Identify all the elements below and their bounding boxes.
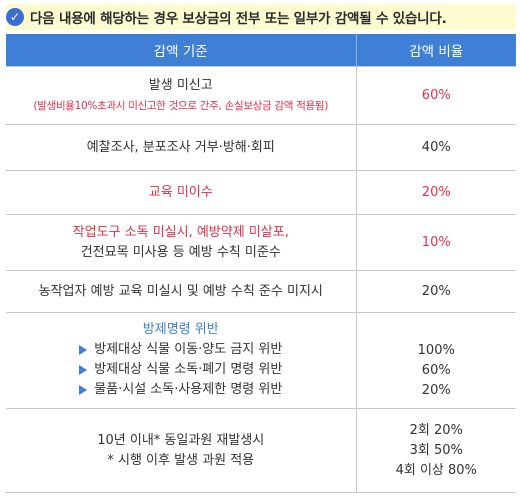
table-row: 방제명령 위반 방제대상 식물 이동·양도 금지 위반 방제대상 식물 소독·폐… xyxy=(6,312,516,409)
list-item: 방제대상 식물 이동·양도 금지 위반 xyxy=(79,340,282,360)
rate-cell: 20% xyxy=(356,270,516,313)
rate-item: 3회 50% xyxy=(409,442,463,458)
criteria-line-2: 건전묘목 미사용 등 예방 수칙 미준수 xyxy=(80,244,281,260)
criteria-cell: 교육 미이수 xyxy=(6,170,357,215)
rate-cell: 40% xyxy=(356,124,516,171)
rate-cell: 20% xyxy=(356,170,516,215)
reduction-table: 감액 기준 감액 비율 발생 미신고 (발생비율10%초과시 미신고한 것으로 … xyxy=(6,34,516,493)
list-item-text: 방제대상 식물 이동·양도 금지 위반 xyxy=(94,341,283,357)
table-row: 예찰조사, 분포조사 거부·방해·회피 40% xyxy=(6,124,516,171)
triangle-bullet-icon xyxy=(79,344,88,355)
rate-item: 20% xyxy=(421,382,451,398)
table-header-row: 감액 기준 감액 비율 xyxy=(6,34,516,67)
notice-banner: ✓ 다음 내용에 해당하는 경우 보상금의 전부 또는 일부가 감액될 수 있습… xyxy=(6,4,516,30)
criteria-cell: 10년 이내* 동일과원 재발생시 * 시행 이후 발생 과원 적용 xyxy=(6,408,357,493)
triangle-bullet-icon xyxy=(79,384,88,395)
header-criteria: 감액 기준 xyxy=(6,34,357,67)
list-item: 물품·시설 소독·사용제한 명령 위반 xyxy=(79,380,282,400)
criteria-cell: 발생 미신고 (발생비율10%초과시 미신고한 것으로 간주, 손실보상금 감액… xyxy=(6,66,357,125)
table-row: 교육 미이수 20% xyxy=(6,170,516,215)
rate-item: 60% xyxy=(421,362,451,378)
criteria-note: (발생비율10%초과시 미신고한 것으로 간주, 손실보상금 감액 적용됨) xyxy=(33,99,329,112)
rate-item: 100% xyxy=(417,342,455,358)
table-row: 10년 이내* 동일과원 재발생시 * 시행 이후 발생 과원 적용 2회 20… xyxy=(6,408,516,493)
triangle-bullet-icon xyxy=(79,364,88,375)
header-rate: 감액 비율 xyxy=(356,34,516,67)
rate-cell: 100% 60% 20% xyxy=(356,312,516,409)
rate-item: 2회 20% xyxy=(409,422,463,438)
rate-item: 4회 이상 80% xyxy=(395,462,477,478)
criteria-cell: 작업도구 소독 미실시, 예방약제 미살포, 건전묘목 미사용 등 예방 수칙 … xyxy=(6,214,357,271)
criteria-cell: 방제명령 위반 방제대상 식물 이동·양도 금지 위반 방제대상 식물 소독·폐… xyxy=(6,312,357,409)
rate-cell: 10% xyxy=(356,214,516,271)
list-item: 방제대상 식물 소독·폐기 명령 위반 xyxy=(79,360,282,380)
table-row: 농작업자 예방 교육 미실시 및 예방 수칙 준수 미지시 20% xyxy=(6,270,516,313)
table-row: 작업도구 소독 미실시, 예방약제 미살포, 건전묘목 미사용 등 예방 수칙 … xyxy=(6,214,516,271)
violation-list: 방제명령 위반 방제대상 식물 이동·양도 금지 위반 방제대상 식물 소독·폐… xyxy=(79,320,282,400)
criteria-line-1: 10년 이내* 동일과원 재발생시 xyxy=(97,432,265,448)
table-row: 발생 미신고 (발생비율10%초과시 미신고한 것으로 간주, 손실보상금 감액… xyxy=(6,66,516,125)
criteria-cell: 농작업자 예방 교육 미실시 및 예방 수칙 준수 미지시 xyxy=(6,270,357,313)
list-item-text: 방제대상 식물 소독·폐기 명령 위반 xyxy=(94,361,283,377)
rate-cell: 60% xyxy=(356,66,516,125)
criteria-line-2: * 시행 이후 발생 과원 적용 xyxy=(107,452,255,468)
notice-text: 다음 내용에 해당하는 경우 보상금의 전부 또는 일부가 감액될 수 있습니다… xyxy=(30,11,447,27)
rate-cell: 2회 20% 3회 50% 4회 이상 80% xyxy=(356,408,516,493)
criteria-title: 방제명령 위반 xyxy=(142,321,219,337)
criteria-cell: 예찰조사, 분포조사 거부·방해·회피 xyxy=(6,124,357,171)
criteria-main: 발생 미신고 xyxy=(148,77,213,93)
list-item-text: 물품·시설 소독·사용제한 명령 위반 xyxy=(94,381,283,397)
check-circle-icon: ✓ xyxy=(6,8,24,26)
criteria-line-1: 작업도구 소독 미실시, 예방약제 미살포, xyxy=(72,224,289,240)
